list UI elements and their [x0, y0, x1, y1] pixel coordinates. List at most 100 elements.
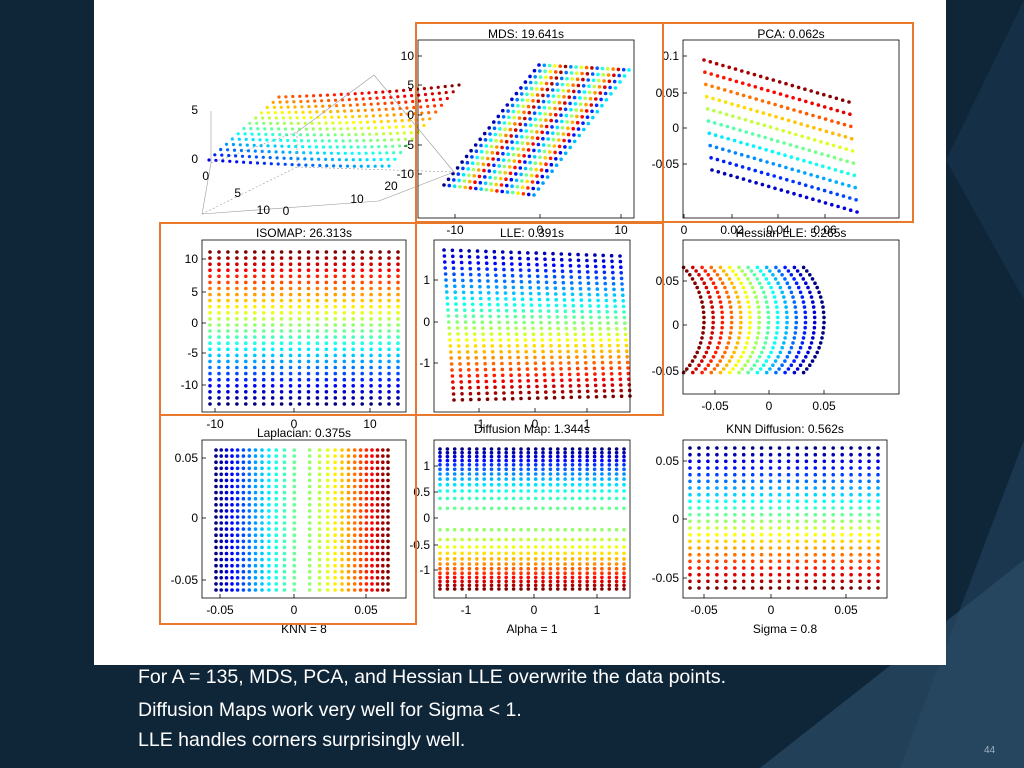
point-knn_diffusion-147 [741, 546, 746, 550]
point-diffusion_map-32 [445, 482, 450, 487]
point-lle-55 [460, 266, 464, 271]
point-pca-23 [717, 98, 722, 103]
point-diffusion_map-180 [489, 527, 494, 532]
point-diffusion_map-144 [482, 447, 487, 451]
point-hessian_lle-308 [801, 359, 806, 363]
point-knn_diffusion-234 [777, 539, 782, 544]
point-lle-203 [509, 373, 513, 378]
point-isomap-356 [324, 359, 329, 364]
point-lle-194 [505, 320, 510, 325]
point-mds-145 [532, 111, 537, 115]
point-knn_diffusion-210 [768, 526, 773, 530]
point-hessian_lle-83 [729, 315, 734, 320]
point-diffusion_map-80 [460, 482, 464, 487]
point-knn_diffusion-291 [804, 479, 809, 484]
point-diffusion_map-419 [563, 506, 567, 511]
point-mds-200 [498, 176, 503, 181]
point-knn_diffusion-380 [840, 486, 844, 490]
point-lle-438 [585, 378, 589, 382]
point-laplacian-142 [241, 582, 246, 586]
point-knn_diffusion-458 [867, 566, 871, 570]
point-lle-329 [549, 349, 554, 354]
point-mds-210 [544, 118, 548, 122]
point-hessian_lle-219 [773, 277, 778, 281]
point-hessian_lle-113 [734, 345, 738, 350]
point-knn_diffusion-74 [715, 499, 719, 504]
point-isomap-425 [351, 304, 356, 309]
point-mds-101 [522, 110, 526, 115]
point-lle-502 [604, 298, 609, 303]
point-diffusion_map-415 [563, 477, 567, 481]
point-pca-216 [839, 169, 844, 174]
point-laplacian-432 [346, 448, 351, 452]
point-knn_diffusion-387 [840, 532, 844, 537]
point-isomap-467 [360, 402, 365, 406]
point-mds-205 [521, 147, 526, 152]
point-mds-268 [523, 166, 528, 171]
point-isomap-179 [261, 390, 266, 394]
point-laplacian-256 [274, 545, 279, 550]
point-laplacian-416 [340, 496, 344, 501]
point-mds-107 [549, 75, 553, 80]
point-diffusion_map-524 [592, 575, 597, 580]
point-pca-212 [836, 121, 840, 125]
point-diffusion_map-569 [607, 562, 612, 566]
point-isomap-377 [333, 329, 338, 333]
point-diffusion_map-503 [585, 587, 589, 591]
point-original-278 [382, 132, 386, 136]
point-knn_diffusion-236 [777, 552, 782, 557]
point-lle-53 [459, 254, 464, 259]
point-pca-225 [845, 159, 849, 164]
point-laplacian-519 [364, 539, 369, 544]
point-mds-246 [518, 166, 523, 170]
point-original-168 [360, 91, 364, 95]
point-lle-492 [602, 389, 607, 393]
point-laplacian-619 [386, 563, 390, 568]
point-laplacian-188 [253, 569, 258, 574]
point-knn_diffusion-125 [733, 546, 737, 550]
point-laplacian-141 [241, 576, 246, 580]
point-isomap-508 [378, 335, 382, 339]
point-diffusion_map-508 [592, 463, 597, 467]
point-mds-165 [529, 123, 533, 127]
point-isomap-284 [297, 396, 302, 400]
point-knn_diffusion-24 [697, 459, 701, 464]
point-diffusion_map-93 [460, 579, 464, 584]
point-lle-514 [609, 366, 613, 371]
point-lle-88 [471, 308, 475, 313]
point-mds-172 [560, 82, 565, 87]
point-laplacian-202 [260, 509, 264, 513]
point-pca-142 [792, 108, 796, 112]
point-isomap-188 [270, 286, 275, 291]
point-diffusion_map-10 [438, 496, 442, 501]
mds-ytick-label-4: -10 [397, 167, 415, 181]
point-diffusion_map-515 [592, 506, 597, 511]
point-laplacian-283 [282, 563, 287, 568]
point-lle-199 [507, 349, 512, 354]
point-isomap-280 [297, 371, 302, 376]
point-isomap-381 [333, 353, 338, 358]
point-original-255 [385, 113, 389, 117]
point-knn_diffusion-15 [688, 546, 692, 550]
point-original-133 [294, 144, 298, 149]
point-diffusion_map-327 [533, 551, 538, 556]
point-diffusion_map-201 [497, 489, 501, 493]
point-knn_diffusion-371 [831, 572, 835, 577]
point-diffusion_map-128 [475, 482, 479, 487]
point-mds-3 [455, 166, 460, 170]
point-knn_diffusion-200 [768, 459, 773, 464]
point-original-230 [377, 108, 381, 112]
point-lle-160 [494, 273, 498, 278]
point-original-314 [385, 151, 389, 155]
point-lle-202 [508, 367, 513, 372]
point-laplacian-425 [340, 551, 344, 556]
point-isomap-449 [360, 292, 365, 297]
point-original-187 [333, 133, 337, 137]
point-laplacian-488 [358, 496, 363, 501]
point-laplacian-318 [307, 484, 312, 489]
point-isomap-495 [378, 256, 382, 260]
point-diffusion_map-184 [489, 557, 494, 561]
point-isomap-148 [253, 359, 257, 364]
point-original-233 [395, 89, 399, 93]
point-original-264 [369, 138, 373, 143]
